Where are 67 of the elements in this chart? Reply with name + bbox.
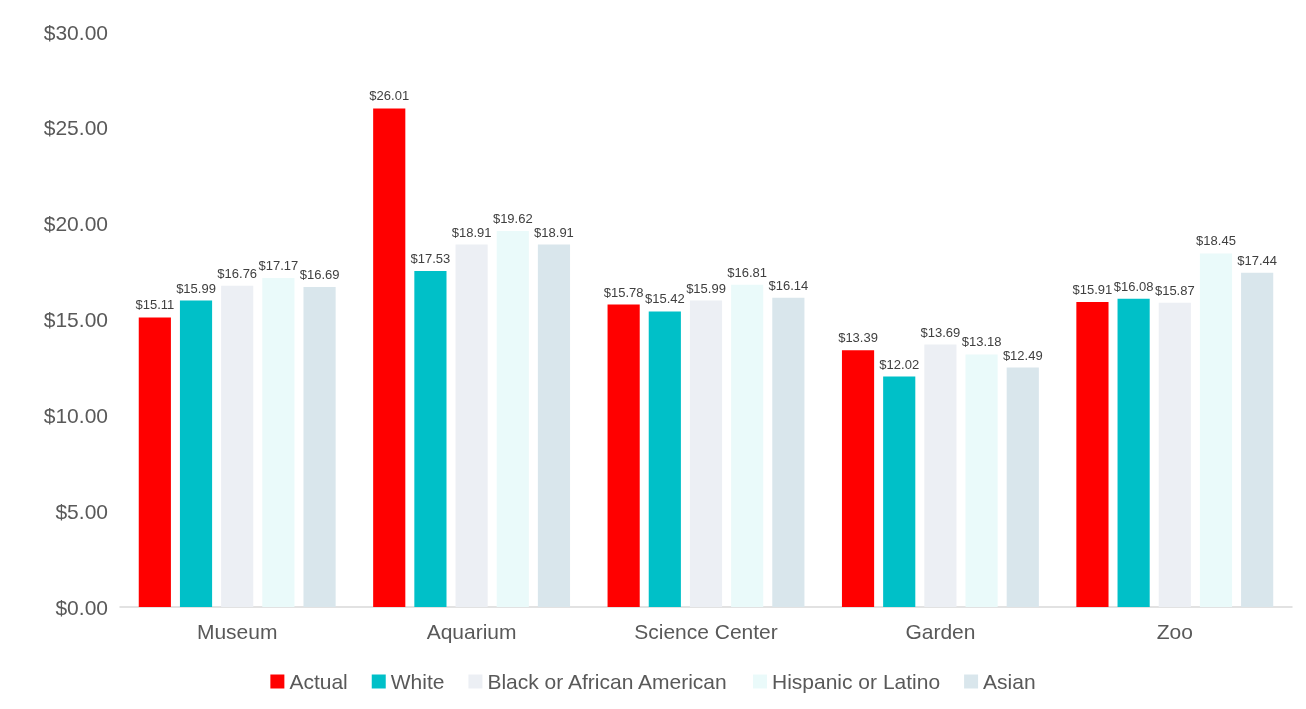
data-label: $16.69 — [299, 267, 340, 283]
bar — [1117, 298, 1150, 607]
data-label: $16.08 — [1113, 278, 1154, 294]
bar — [414, 271, 447, 607]
bar — [924, 344, 957, 607]
bar — [965, 354, 998, 607]
legend-label: Actual — [289, 670, 348, 693]
bar — [455, 244, 488, 607]
bar — [303, 287, 336, 607]
data-label: $15.78 — [603, 284, 644, 300]
data-label: $15.87 — [1154, 282, 1195, 298]
bar — [138, 317, 171, 607]
y-tick-label: $0.00 — [55, 595, 108, 619]
y-tick-label: $10.00 — [43, 403, 108, 427]
y-tick-label: $20.00 — [43, 212, 108, 236]
y-tick-label: $15.00 — [43, 308, 108, 331]
legend-label: White — [390, 670, 445, 693]
data-label: $16.81 — [727, 264, 768, 280]
data-label: $18.45 — [1196, 233, 1236, 249]
data-label: $15.91 — [1072, 282, 1113, 298]
bar — [221, 285, 254, 607]
data-label: $15.99 — [176, 280, 216, 296]
y-tick-label: $25.00 — [43, 116, 108, 140]
data-label: $18.91 — [534, 224, 574, 240]
x-tick-label: Zoo — [1156, 620, 1193, 643]
bar — [883, 376, 916, 607]
legend-label: Hispanic or Latino — [772, 670, 941, 693]
x-tick-label: Garden — [905, 620, 976, 643]
data-label: $17.44 — [1237, 252, 1278, 268]
data-label: $17.53 — [410, 251, 451, 267]
bar — [841, 350, 875, 607]
data-label: $16.76 — [217, 265, 258, 281]
bar — [537, 244, 571, 607]
data-label: $12.49 — [1002, 347, 1043, 363]
bar — [1241, 272, 1274, 607]
bar — [496, 230, 529, 607]
data-label: $26.01 — [369, 88, 410, 104]
x-tick-label: Museum — [196, 620, 278, 643]
bar — [262, 277, 295, 607]
data-label: $15.11 — [135, 297, 175, 313]
x-tick-label: Science Center — [634, 620, 778, 643]
bar — [1006, 367, 1039, 607]
bar — [373, 108, 406, 607]
x-tick-label: Aquarium — [426, 620, 517, 643]
legend-label: Black or African American — [487, 670, 727, 693]
bar — [731, 284, 764, 607]
bar — [1199, 253, 1233, 607]
bar — [1158, 302, 1191, 607]
data-label: $17.17 — [258, 257, 299, 273]
y-tick-label: $5.00 — [55, 499, 108, 523]
bar — [689, 300, 723, 607]
data-label: $13.39 — [838, 330, 878, 346]
data-label: $15.99 — [686, 280, 726, 296]
data-label: $13.69 — [920, 324, 961, 340]
bar — [648, 311, 681, 607]
data-label: $13.18 — [961, 334, 1002, 350]
bar — [179, 300, 213, 607]
data-label: $16.14 — [768, 277, 809, 293]
data-label: $18.91 — [451, 224, 492, 240]
bar — [772, 297, 805, 607]
data-label: $15.42 — [644, 291, 685, 307]
data-label: $19.62 — [492, 210, 533, 226]
legend-label: Asian — [983, 670, 1036, 693]
bar — [607, 304, 640, 607]
data-label: $12.02 — [879, 356, 920, 372]
y-tick-label: $30.00 — [43, 20, 108, 44]
bar — [1076, 302, 1109, 607]
